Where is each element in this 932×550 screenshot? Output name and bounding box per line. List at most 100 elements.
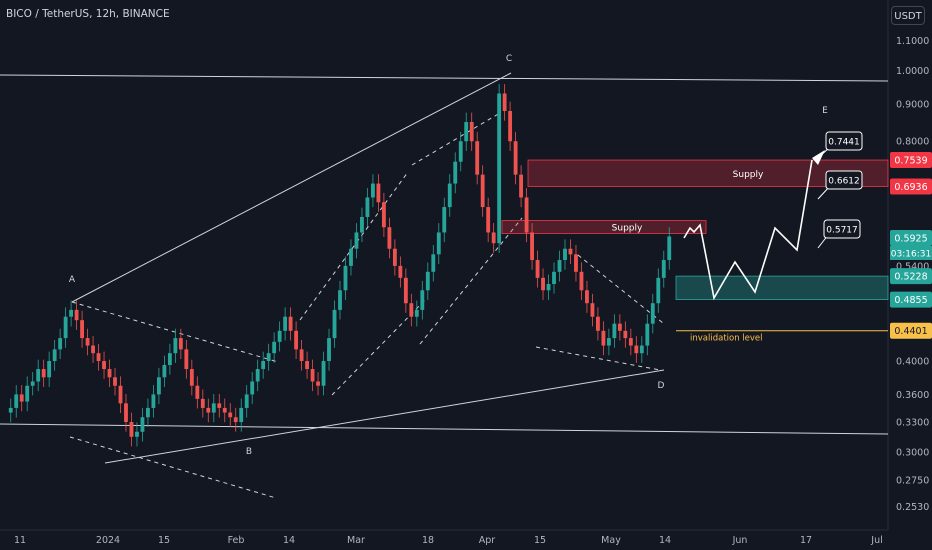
y-tick-label: 0.2750 [896,475,929,486]
candle [47,351,52,387]
candle [568,239,573,264]
candle [206,398,211,423]
candle [283,307,288,341]
target-label: 0.7441 [828,138,860,148]
candle [167,343,172,375]
candle [146,398,150,427]
candle [392,239,397,276]
dashed-channel-line [577,254,664,324]
price-tag-label: 0.5228 [894,272,927,283]
candle [140,407,145,442]
x-tick-label: Jul [870,535,882,546]
candle [403,268,408,313]
candle [162,355,167,387]
y-tick-label: 0.3000 [896,448,929,459]
dashed-channel-line [69,436,277,499]
candle [628,328,633,356]
x-tick-label: 14 [659,535,671,546]
candle [502,84,507,121]
candle [151,385,156,418]
candle [354,223,359,259]
candle [288,307,293,341]
wave-label: C [506,54,512,64]
candle [222,398,227,423]
supply-zone [501,220,707,234]
candle [102,351,106,379]
x-tick-label: 11 [14,535,26,546]
candle [601,321,606,356]
x-tick-label: Feb [228,535,245,546]
currency-unit-button[interactable]: USDT [891,6,925,25]
candle [211,393,216,423]
candle [661,250,666,288]
upper-trend-line [71,72,512,303]
y-tick-label: 1.1000 [896,36,929,47]
y-tick-label: 0.3600 [896,390,929,401]
candle [552,262,556,294]
target-box [825,131,863,151]
countdown-tag [890,246,932,260]
countdown-label: 03:16:31 [891,250,931,260]
zone-label: Supply [612,224,643,234]
candle [612,314,617,348]
wave-label: A [69,275,76,285]
target-box [825,170,863,190]
candle [74,300,79,330]
candle [387,217,392,259]
zone-label: Supply [733,170,764,180]
candle [585,280,589,313]
candle [80,310,85,348]
candle [491,223,496,253]
candle [557,250,562,282]
candle [453,152,458,194]
candle [535,250,540,288]
candle [332,300,337,348]
candle [447,174,452,217]
candle [156,367,161,405]
y-tick-label: 0.8000 [896,137,929,148]
y-tick-label: 1.0000 [896,66,929,77]
candle [365,188,370,227]
candle [425,262,430,300]
y-tick-label: 0.4000 [896,357,929,368]
candle [530,223,534,270]
candle [113,367,117,396]
candle [639,336,644,363]
candle [25,376,30,412]
demand-price-tag [890,268,932,285]
invalidation-label: invalidation level [690,334,763,344]
candle [634,336,639,363]
candle [294,321,299,360]
supply-price-tag [890,152,932,169]
candle [277,321,282,352]
candle [36,359,41,392]
x-tick-label: May [601,535,621,546]
candle [233,407,238,432]
candle [41,359,46,387]
candle [299,339,304,371]
lower-trend-line [104,369,665,464]
candle [124,393,128,432]
candle [178,328,183,360]
wave-label: D [658,381,665,391]
target-label: 0.5717 [826,226,858,236]
candle [376,174,381,212]
candle [371,174,375,208]
dashed-channel-line [331,299,426,396]
x-tick-label: 17 [800,535,812,546]
candle [431,244,436,282]
candle [244,385,249,418]
candle [85,328,90,356]
candle [19,385,24,412]
candle [623,321,628,348]
candle [30,372,35,396]
candle [266,343,271,371]
candle [338,280,342,320]
candle [129,412,134,447]
resistance-line [0,74,889,82]
candle [228,403,233,427]
candle [579,262,584,300]
y-tick-label: 0.9000 [896,99,929,110]
price-tag-label: 0.6936 [894,182,927,193]
